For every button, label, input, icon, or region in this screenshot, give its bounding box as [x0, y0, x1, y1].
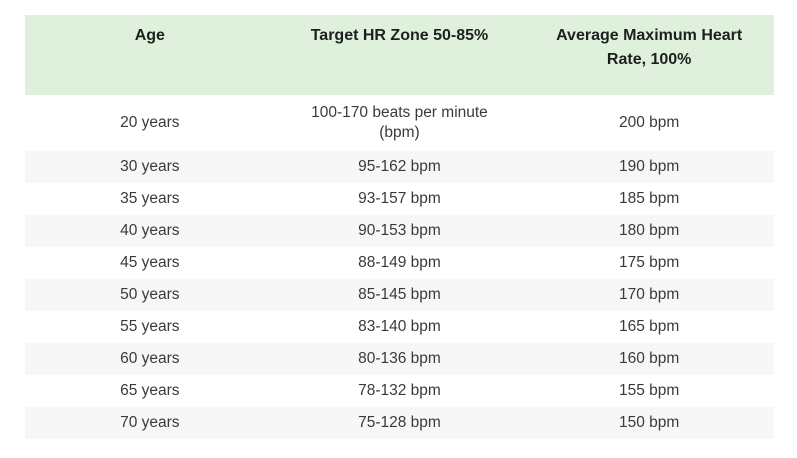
- column-header: Age: [25, 15, 275, 95]
- table-row: 35 years 93-157 bpm 185 bpm: [25, 183, 774, 215]
- table-body: 20 years 100-170 beats per minute (bpm) 20…: [25, 95, 774, 439]
- table-row: 45 years 88-149 bpm 175 bpm: [25, 247, 774, 279]
- table-row: 30 years 95-162 bpm 190 bpm: [25, 151, 774, 183]
- table-cell: 150 bpm: [618, 414, 680, 431]
- table-cell: 95-162 bpm: [358, 158, 441, 175]
- table-cell: 175 bpm: [618, 254, 680, 271]
- table-cell: 80-136 bpm: [358, 350, 441, 367]
- table-cell: 70 years: [120, 414, 180, 431]
- table-row: 55 years 83-140 bpm 165 bpm: [25, 311, 774, 343]
- table-cell: 40 years: [120, 222, 180, 239]
- column-header: Target HR Zone 50-85%: [274, 15, 525, 95]
- table-cell: 75-128 bpm: [358, 414, 441, 431]
- table-cell: 20 years: [120, 114, 180, 131]
- column-header: Average Maximum Heart Rate, 100%: [524, 15, 774, 95]
- table-cell: 60 years: [120, 350, 180, 367]
- table-cell: 180 bpm: [618, 222, 680, 239]
- table-cell: 35 years: [120, 190, 180, 207]
- table-cell: 160 bpm: [618, 350, 680, 367]
- table-cell: 185 bpm: [618, 190, 680, 207]
- table-row: 60 years 80-136 bpm 160 bpm: [25, 343, 774, 375]
- table-row: 40 years 90-153 bpm 180 bpm: [25, 215, 774, 247]
- table-cell: 50 years: [120, 286, 180, 303]
- table-cell: 93-157 bpm: [358, 190, 441, 207]
- table-cell: 78-132 bpm: [358, 382, 441, 399]
- table-row: 70 years 75-128 bpm 150 bpm: [25, 407, 774, 439]
- table-row: 65 years 78-132 bpm 155 bpm: [25, 375, 774, 407]
- heart-rate-table: Age Target HR Zone 50-85% Average Maximum …: [25, 15, 774, 439]
- header-row: Age Target HR Zone 50-85% Average Maximum …: [25, 15, 774, 95]
- table-cell: 165 bpm: [618, 318, 680, 335]
- table-cell: 170 bpm: [618, 286, 680, 303]
- table-row: 20 years 100-170 beats per minute (bpm) 20…: [25, 95, 774, 151]
- table-cell: 65 years: [120, 382, 180, 399]
- table-cell: 90-153 bpm: [358, 222, 441, 239]
- table-cell: 30 years: [120, 158, 180, 175]
- table-cell: 100-170 beats per minute (bpm): [311, 104, 488, 141]
- table-cell: 55 years: [120, 318, 180, 335]
- table-cell: 45 years: [120, 254, 180, 271]
- table-row: 50 years 85-145 bpm 170 bpm: [25, 279, 774, 311]
- table-cell: 155 bpm: [618, 382, 680, 399]
- table-cell: 88-149 bpm: [358, 254, 441, 271]
- table-cell: 200 bpm: [618, 114, 680, 131]
- table-cell: 190 bpm: [618, 158, 680, 175]
- table-container: Age Target HR Zone 50-85% Average Maximum …: [25, 15, 774, 439]
- table-cell: 85-145 bpm: [358, 286, 441, 303]
- table-head: Age Target HR Zone 50-85% Average Maximum …: [25, 15, 774, 95]
- table-cell: 83-140 bpm: [358, 318, 441, 335]
